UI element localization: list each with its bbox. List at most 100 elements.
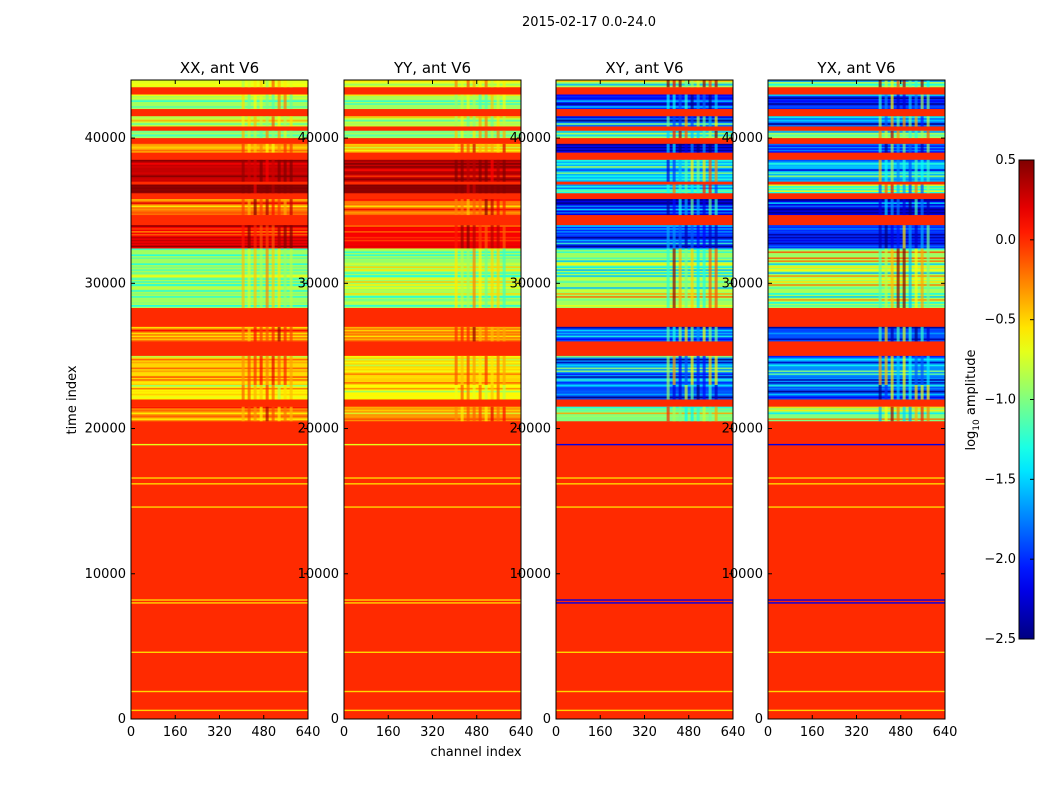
flag-line [344,602,521,604]
band-stripe [344,205,521,208]
band-stripe [768,97,945,100]
rfi-column [289,116,293,127]
rfi-column [490,199,494,216]
rfi-column [484,248,488,309]
rfi-column [666,406,670,422]
band-stripe [768,149,945,152]
band-stripe [768,287,945,289]
band-stripe [556,175,733,178]
rfi-column [678,248,682,309]
rfi-column [920,248,924,309]
band-stripe [556,202,733,205]
rfi-column [283,248,287,309]
band-stripe [131,281,308,283]
band-stripe [131,254,308,257]
rfi-column [478,225,482,249]
rfi-column [884,248,888,309]
rfi-column [283,94,287,110]
rfi-column [708,130,712,139]
rfi-column [271,225,275,249]
band-stripe [131,364,308,367]
band-stripe [556,83,733,86]
band-stripe [768,263,945,265]
band-stripe [131,269,308,271]
band-stripe [768,281,945,283]
rfi-column [908,130,912,139]
rfi-column [914,143,918,153]
rfi-column [241,384,245,400]
rfi-column [265,184,269,194]
rfi-column [926,248,930,309]
rfi-column [454,184,458,194]
band-stripe [344,236,521,239]
rfi-column [271,406,275,422]
rfi-column [926,225,930,249]
rfi-column [247,94,251,110]
rfi-column [884,94,888,110]
band-stripe [131,272,308,274]
band-stripe [131,379,308,381]
band-stripe [556,225,733,227]
rfi-column [502,80,506,88]
rfi-column [672,80,676,88]
band-stripe [768,162,945,165]
rfi-column [708,199,712,216]
rfi-column [908,80,912,88]
rfi-column [702,384,706,400]
rfi-column [926,80,930,88]
rfi-column [884,406,888,422]
rfi-column [914,225,918,249]
rfi-column [265,199,269,216]
rfi-column [672,199,676,216]
band-stripe [344,275,521,277]
band-stripe [344,103,521,105]
rfi-column [696,384,700,400]
band-stripe [768,225,945,227]
band-stripe [768,329,945,332]
rfi-column [878,326,882,342]
rfi-column [920,116,924,127]
band-stripe [768,116,945,119]
rfi-column [253,406,257,422]
rfi-column [902,199,906,216]
rfi-column [708,80,712,88]
rfi-column [484,184,488,194]
rfi-column [684,406,688,422]
colorbar-label: log10 amplitude [964,349,982,450]
rfi-column [884,130,888,139]
rfi-column [672,248,676,309]
band-stripe [768,242,945,245]
rfi-column [253,130,257,139]
rfi-column [902,406,906,422]
band-stripe [131,373,308,375]
rfi-column [466,248,470,309]
band-stripe [131,134,308,137]
rfi-column [926,116,930,127]
band-stripe [131,361,308,364]
rfi-column [884,159,888,182]
rfi-column [908,94,912,110]
rfi-column [926,199,930,216]
rfi-column [253,143,257,153]
rfi-column [454,225,458,249]
rfi-column [678,384,682,400]
band-stripe [768,384,945,387]
rfi-column [708,116,712,127]
rfi-column [902,116,906,127]
rfi-column [690,326,694,342]
rfi-column [472,94,476,110]
y-tick-label: 0 [755,712,763,727]
rfi-column [678,80,682,88]
y-tick-label: 30000 [85,276,126,291]
band-stripe [556,281,733,283]
rfi-column [908,199,912,216]
band-stripe [556,169,733,171]
rfi-column [702,94,706,110]
band-stripe [768,208,945,211]
rfi-column [684,130,688,139]
rfi-column [490,143,494,153]
band-stripe [344,299,521,301]
rfi-column [466,199,470,216]
rfi-column [241,248,245,309]
rfi-column [672,384,676,400]
